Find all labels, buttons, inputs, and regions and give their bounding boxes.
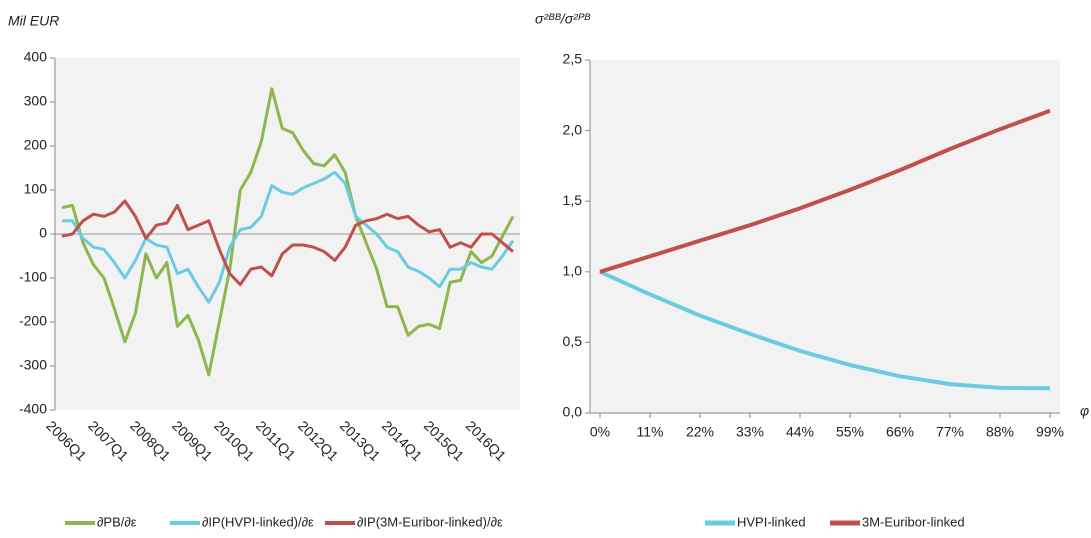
x-tick-label: 88% <box>986 424 1014 440</box>
series-line <box>62 170 515 304</box>
y-tick-label: 1,5 <box>563 192 583 208</box>
y-tick-label: 300 <box>24 93 48 109</box>
y-axis-label: σ²ᴮᴮ/σ²ᴾᴮ <box>535 11 591 27</box>
y-tick-label: 1,0 <box>563 263 583 279</box>
x-tick-label: 55% <box>836 424 864 440</box>
legend-label: ∂IP(3M-Euribor-linked)/∂ε <box>357 514 503 529</box>
x-tick-label: 66% <box>886 424 914 440</box>
y-tick-label: 2,5 <box>563 51 583 67</box>
series-line <box>599 108 1051 274</box>
x-tick-label: 33% <box>736 424 764 440</box>
x-tick-label: 99% <box>1036 424 1064 440</box>
x-tick-label: 77% <box>936 424 964 440</box>
y-tick-label: 0 <box>39 225 47 241</box>
y-tick-label: 400 <box>24 49 48 65</box>
x-tick-label: 2016Q1 <box>463 417 510 464</box>
y-tick-label: 0,0 <box>563 404 583 420</box>
x-tick-label: 2006Q1 <box>43 417 90 464</box>
x-tick-label: 2007Q1 <box>85 417 132 464</box>
legend-label: 3M-Euribor-linked <box>862 514 965 529</box>
y-tick-label: -400 <box>19 401 47 417</box>
y-axis-label: Mil EUR <box>8 13 59 29</box>
x-tick-label: 2012Q1 <box>295 417 342 464</box>
legend-label: ∂IP(HVPI-linked)/∂ε <box>202 514 314 529</box>
x-tick-label: 2011Q1 <box>253 417 299 463</box>
series-line <box>61 87 515 377</box>
y-tick-label: -100 <box>19 269 47 285</box>
y-tick-label: 2,0 <box>563 121 583 137</box>
series-line <box>599 269 1051 391</box>
legend-label: HVPI-linked <box>737 514 806 529</box>
y-tick-label: -200 <box>19 313 47 329</box>
x-tick-label: 44% <box>786 424 814 440</box>
y-tick-label: 100 <box>24 181 48 197</box>
x-axis-label: φ <box>1080 403 1089 419</box>
x-tick-label: 0% <box>590 424 610 440</box>
x-tick-label: 2008Q1 <box>127 417 174 464</box>
plot-area <box>590 60 1060 413</box>
x-tick-label: 2015Q1 <box>421 417 468 464</box>
y-tick-label: 0,5 <box>563 333 583 349</box>
legend-label: ∂PB/∂ε <box>97 514 137 529</box>
x-tick-label: 2010Q1 <box>211 417 258 464</box>
x-tick-label: 22% <box>686 424 714 440</box>
series-line <box>61 199 514 287</box>
y-tick-label: -300 <box>19 357 47 373</box>
x-tick-label: 2014Q1 <box>379 417 426 464</box>
y-tick-label: 200 <box>24 137 48 153</box>
x-tick-label: 11% <box>637 424 664 440</box>
x-tick-label: 2009Q1 <box>169 417 216 464</box>
x-tick-label: 2013Q1 <box>337 417 384 464</box>
